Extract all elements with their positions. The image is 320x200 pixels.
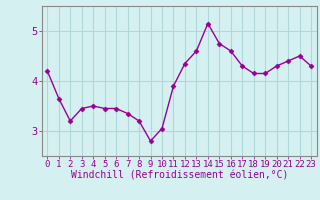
X-axis label: Windchill (Refroidissement éolien,°C): Windchill (Refroidissement éolien,°C) xyxy=(70,171,288,181)
